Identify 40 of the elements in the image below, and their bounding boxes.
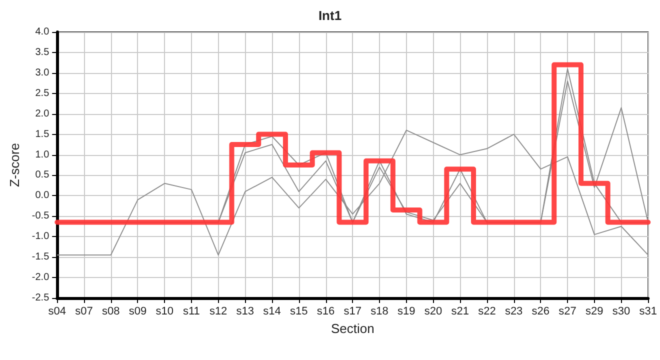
x-tick-label: s30	[612, 306, 630, 318]
x-tick-label: s20	[424, 306, 442, 318]
y-tick-label: -1.5	[32, 252, 50, 263]
x-tick-label: s04	[48, 306, 66, 318]
y-tick-label: 0.0	[35, 190, 50, 202]
y-tick-label: 0.5	[35, 170, 50, 181]
x-tick-label: s12	[209, 306, 228, 318]
x-tick-label: s19	[397, 306, 416, 318]
x-tick-label: s29	[586, 306, 604, 318]
x-tick-label: s22	[478, 306, 496, 318]
x-tick-label: s23	[504, 306, 523, 318]
y-tick-label: 2.0	[35, 108, 50, 120]
chart-title: Int1	[318, 8, 342, 23]
x-tick-label: s17	[344, 306, 362, 318]
x-tick-label: s27	[558, 306, 576, 318]
y-tick-label: -2.5	[32, 292, 50, 304]
x-tick-label: s08	[102, 306, 120, 318]
x-tick-label: s13	[236, 306, 254, 318]
x-tick-label: s18	[370, 306, 388, 318]
x-tick-label: s11	[182, 306, 200, 318]
x-axis-title: Section	[330, 320, 374, 336]
y-tick-label: 3.5	[35, 46, 50, 58]
y-axis-title: Z-score	[7, 142, 22, 188]
x-tick-label: s14	[263, 306, 281, 318]
x-tick-label: s26	[532, 306, 550, 318]
x-tick-label: s10	[156, 306, 174, 318]
x-tick-label: s07	[75, 306, 93, 318]
y-tick-label: -0.5	[32, 210, 50, 222]
y-tick-label: -1.0	[32, 231, 50, 242]
y-tick-label: 1.0	[35, 149, 50, 160]
x-tick-label: s21	[451, 306, 469, 318]
y-tick-label: 1.5	[35, 128, 50, 140]
y-tick-label: 2.5	[35, 88, 50, 99]
x-tick-label: s31	[639, 306, 658, 318]
y-tick-label: 3.0	[35, 67, 50, 78]
y-tick-label: 4.0	[35, 26, 50, 38]
x-tick-label: s16	[316, 306, 335, 318]
x-tick-label: s09	[128, 306, 147, 318]
y-tick-label: -2.0	[32, 272, 50, 284]
x-tick-label: s15	[290, 306, 308, 318]
